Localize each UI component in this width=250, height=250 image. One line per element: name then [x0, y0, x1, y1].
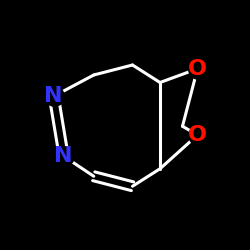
- Text: N: N: [54, 146, 73, 166]
- Text: O: O: [188, 59, 207, 79]
- Text: O: O: [188, 125, 207, 145]
- Text: N: N: [44, 86, 63, 106]
